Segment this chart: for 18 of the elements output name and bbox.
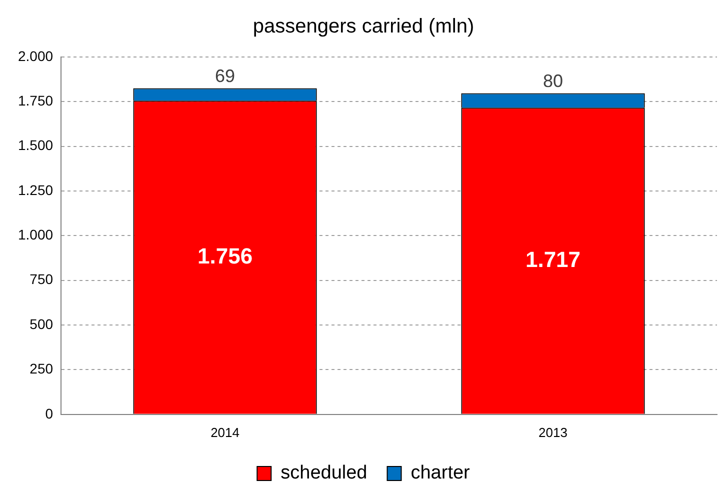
data-label: 1.717 bbox=[525, 246, 581, 272]
y-tick-label: 1.250 bbox=[18, 182, 54, 198]
legend-label: charter bbox=[410, 462, 471, 484]
y-tick-label: 1.000 bbox=[18, 226, 54, 243]
y-tick-label: 250 bbox=[30, 360, 54, 377]
data-label: 69 bbox=[215, 66, 236, 86]
data-label: 80 bbox=[542, 71, 564, 92]
y-tick-label: 500 bbox=[30, 316, 54, 332]
chart-title: passengers carried (mln) bbox=[252, 16, 474, 38]
y-tick-label: 2.000 bbox=[18, 48, 54, 64]
data-label: 1.756 bbox=[197, 243, 253, 268]
y-tick-label: 750 bbox=[30, 271, 54, 288]
y-tick-label: 1.500 bbox=[18, 137, 54, 154]
legend-label: scheduled bbox=[280, 462, 368, 484]
x-tick-label: 2014 bbox=[210, 424, 240, 440]
y-tick-label: 0 bbox=[45, 405, 54, 422]
x-tick-label: 2013 bbox=[538, 424, 568, 440]
y-tick-label: 1.750 bbox=[18, 92, 54, 109]
